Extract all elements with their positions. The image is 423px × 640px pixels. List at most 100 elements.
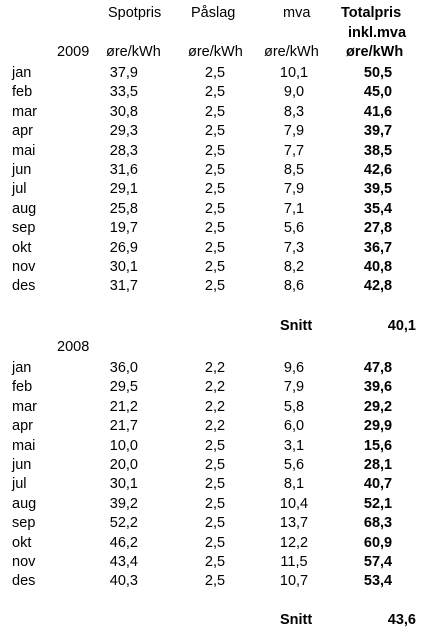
mva-cell: 5,8 <box>283 399 305 415</box>
month-cell: mai <box>12 143 36 159</box>
spotpris-cell: 10,0 <box>109 438 138 454</box>
totalpris-cell: 36,7 <box>363 240 393 256</box>
mva-cell: 7,9 <box>283 123 305 139</box>
mva-cell: 11,5 <box>280 554 308 570</box>
spotpris-cell: 20,0 <box>109 457 138 473</box>
totalpris-cell: 40,7 <box>363 476 393 492</box>
paslag-cell: 2,5 <box>204 496 226 512</box>
paslag-cell: 2,5 <box>204 457 226 473</box>
totalpris-cell: 15,6 <box>363 438 393 454</box>
spotpris-cell: 30,8 <box>109 104 138 120</box>
month-cell: mar <box>12 399 37 415</box>
month-cell: aug <box>12 496 37 512</box>
month-cell: apr <box>12 123 33 139</box>
totalpris-cell: 42,8 <box>363 278 393 294</box>
paslag-cell: 2,5 <box>204 554 226 570</box>
month-cell: aug <box>12 201 37 217</box>
month-cell: apr <box>12 418 33 434</box>
mva-cell: 10,1 <box>279 65 309 81</box>
snitt-value: 40,1 <box>387 318 416 334</box>
paslag-cell: 2,5 <box>204 535 226 551</box>
spotpris-cell: 28,3 <box>109 143 138 159</box>
month-cell: sep <box>12 220 36 236</box>
unit-mva: øre/kWh <box>264 44 319 60</box>
mva-cell: 10,4 <box>279 496 309 512</box>
totalpris-cell: 45,0 <box>363 84 393 100</box>
mva-cell: 9,6 <box>283 360 305 376</box>
paslag-cell: 2,5 <box>204 65 226 81</box>
month-cell: feb <box>12 379 33 395</box>
totalpris-cell: 40,8 <box>363 259 393 275</box>
totalpris-cell: 52,1 <box>363 496 393 512</box>
mva-cell: 7,3 <box>283 240 305 256</box>
spotpris-cell: 40,3 <box>109 573 138 589</box>
paslag-cell: 2,5 <box>204 476 226 492</box>
month-cell: jan <box>12 65 32 81</box>
paslag-cell: 2,5 <box>204 162 226 178</box>
paslag-cell: 2,5 <box>204 220 226 236</box>
header-mva: mva <box>283 5 311 21</box>
month-cell: mai <box>12 438 36 454</box>
spotpris-cell: 46,2 <box>109 535 138 551</box>
month-cell: jul <box>12 476 27 492</box>
paslag-cell: 2,5 <box>204 123 226 139</box>
spotpris-cell: 25,8 <box>109 201 138 217</box>
mva-cell: 8,3 <box>283 104 305 120</box>
totalpris-cell: 41,6 <box>363 104 393 120</box>
month-cell: jun <box>12 457 32 473</box>
mva-cell: 6,0 <box>283 418 305 434</box>
mva-cell: 13,7 <box>279 515 309 531</box>
mva-cell: 8,1 <box>283 476 305 492</box>
totalpris-cell: 50,5 <box>363 65 393 81</box>
spotpris-cell: 43,4 <box>109 554 138 570</box>
unit-paslag: øre/kWh <box>188 44 243 60</box>
mva-cell: 9,0 <box>283 84 305 100</box>
month-cell: jun <box>12 162 32 178</box>
month-cell: okt <box>12 535 32 551</box>
totalpris-cell: 28,1 <box>363 457 393 473</box>
paslag-cell: 2,5 <box>204 104 226 120</box>
totalpris-cell: 27,8 <box>363 220 393 236</box>
year-label: 2008 <box>57 339 90 355</box>
spotpris-cell: 21,7 <box>109 418 138 434</box>
paslag-cell: 2,2 <box>204 360 226 376</box>
month-cell: des <box>12 278 36 294</box>
snitt-value: 43,6 <box>387 612 416 628</box>
mva-cell: 7,7 <box>283 143 305 159</box>
spotpris-cell: 39,2 <box>109 496 138 512</box>
year-label: 2009 <box>57 44 90 60</box>
header-totalpris: Totalpris <box>341 5 402 21</box>
totalpris-cell: 35,4 <box>363 201 393 217</box>
header-spotpris: Spotpris <box>108 5 162 21</box>
totalpris-cell: 29,2 <box>363 399 393 415</box>
paslag-cell: 2,5 <box>204 201 226 217</box>
totalpris-cell: 38,5 <box>363 143 393 159</box>
month-cell: nov <box>12 554 36 570</box>
spotpris-cell: 21,2 <box>109 399 138 415</box>
month-cell: feb <box>12 84 33 100</box>
paslag-cell: 2,2 <box>204 379 226 395</box>
totalpris-cell: 47,8 <box>363 360 393 376</box>
totalpris-cell: 57,4 <box>363 554 393 570</box>
snitt-label: Snitt <box>280 318 313 334</box>
unit-totalpris: øre/kWh <box>346 44 404 60</box>
paslag-cell: 2,5 <box>204 278 226 294</box>
spotpris-cell: 36,0 <box>109 360 138 376</box>
totalpris-cell: 39,5 <box>363 181 393 197</box>
spotpris-cell: 52,2 <box>109 515 138 531</box>
totalpris-cell: 68,3 <box>363 515 393 531</box>
paslag-cell: 2,5 <box>204 515 226 531</box>
mva-cell: 8,5 <box>283 162 305 178</box>
snitt-label: Snitt <box>280 612 313 628</box>
mva-cell: 8,6 <box>283 278 305 294</box>
mva-cell: 7,9 <box>283 181 305 197</box>
paslag-cell: 2,5 <box>204 84 226 100</box>
paslag-cell: 2,5 <box>204 181 226 197</box>
paslag-cell: 2,5 <box>204 259 226 275</box>
spotpris-cell: 30,1 <box>109 259 138 275</box>
mva-cell: 10,7 <box>279 573 309 589</box>
spotpris-cell: 31,6 <box>109 162 138 178</box>
spotpris-cell: 19,7 <box>109 220 138 236</box>
spotpris-cell: 26,9 <box>109 240 138 256</box>
spotpris-cell: 29,1 <box>109 181 138 197</box>
